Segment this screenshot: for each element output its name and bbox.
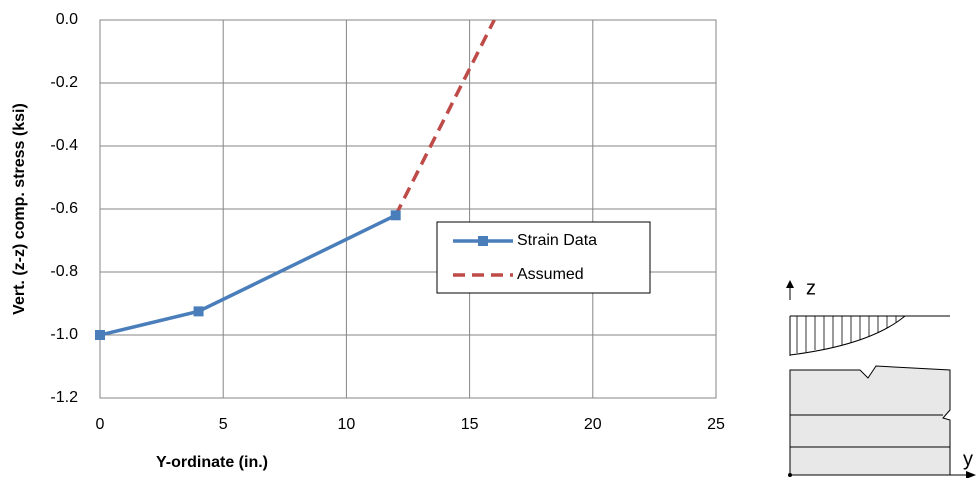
- x-tick-label: 0: [96, 416, 105, 433]
- data-point: [390, 210, 401, 221]
- stress-curve: [789, 315, 906, 356]
- z-label: z: [806, 277, 816, 299]
- y-tick-label: 0.0: [56, 11, 78, 28]
- stress-arrows: [796, 316, 897, 353]
- y-tick-label: -0.4: [50, 137, 78, 154]
- z-arrowhead: [786, 280, 794, 288]
- legend-box: [436, 221, 651, 294]
- y-arrowhead: [966, 471, 976, 478]
- data-point: [95, 330, 105, 340]
- y-tick-label: -1.0: [50, 326, 78, 343]
- x-tick-label: 10: [338, 416, 356, 433]
- x-tick-label: 20: [584, 416, 602, 433]
- section-diagram: z y: [786, 277, 976, 478]
- y-tick-label: -0.6: [50, 200, 78, 217]
- series-line: [394, 20, 496, 217]
- legend: Strain Data Assumed: [436, 221, 651, 294]
- plot-area: [99, 19, 717, 399]
- y-label: y: [963, 448, 973, 470]
- legend-label: Strain Data: [517, 232, 597, 249]
- origin: [788, 473, 792, 477]
- data-point: [193, 306, 204, 317]
- y-tick-label: -1.2: [50, 389, 78, 406]
- y-axis-label: Vert. (z-z) comp. stress (ksi): [11, 103, 28, 315]
- legend-marker: [478, 236, 488, 246]
- x-tick-label: 15: [461, 416, 479, 433]
- series-line: [100, 213, 397, 337]
- legend-label: Assumed: [517, 266, 584, 283]
- y-tick-label: -0.2: [50, 74, 78, 91]
- y-tick-label: -0.8: [50, 263, 78, 280]
- x-tick-label: 5: [219, 416, 228, 433]
- concrete-section: [789, 365, 951, 476]
- x-axis-label: Y-ordinate (in.): [156, 454, 268, 471]
- x-tick-label: 25: [707, 416, 725, 433]
